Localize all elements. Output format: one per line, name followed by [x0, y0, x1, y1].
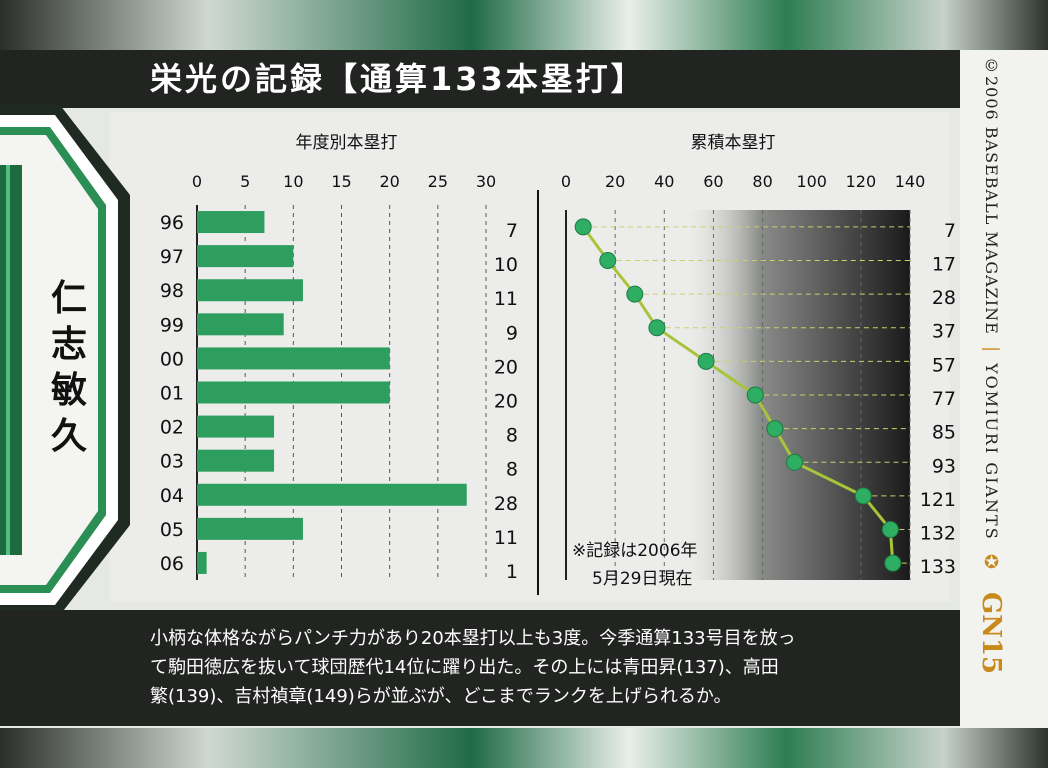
separator: | — [981, 345, 1002, 352]
line-tick-label: 80 — [752, 172, 772, 191]
bar-value-label: 11 — [494, 527, 518, 549]
cumulative-value-label: 17 — [932, 253, 956, 275]
cumulative-value-label: 28 — [932, 287, 956, 309]
cumulative-chart: 累積本塁打 0 20 40 60 80 100 120 140 7 17 28 37 57 77 85 93 12… — [537, 133, 956, 595]
card-title: 栄光の記録【通算133本塁打】 — [150, 60, 646, 98]
bar-value-label: 9 — [506, 322, 518, 344]
name-char: 志 — [50, 324, 87, 365]
bottom-stripe — [0, 728, 1048, 768]
line-tick-label: 100 — [796, 172, 827, 191]
bar-category-label: 97 — [160, 246, 184, 268]
bar — [197, 517, 303, 540]
data-point — [881, 521, 899, 539]
line-tick-label: 140 — [895, 172, 926, 191]
bar-category-label: 99 — [160, 314, 184, 336]
line-tick-label: 40 — [654, 172, 674, 191]
cumulative-value-label: 93 — [932, 455, 956, 477]
data-point — [648, 319, 666, 337]
data-point — [599, 251, 617, 269]
line-tick-label: 120 — [846, 172, 877, 191]
bar-value-label: 8 — [506, 459, 518, 481]
card-number: GN15 — [976, 591, 1006, 675]
bar-value-label: 7 — [506, 220, 518, 242]
bar — [197, 279, 303, 302]
name-char: 久 — [50, 416, 87, 457]
team-name: YOMIURI GIANTS — [982, 363, 1001, 541]
bar — [197, 415, 275, 438]
line-chart-title: 累積本塁打 — [691, 133, 776, 153]
data-point — [786, 453, 804, 471]
top-stripe — [0, 0, 1048, 50]
bar-category-label: 05 — [160, 519, 184, 541]
cumulative-value-label: 37 — [932, 321, 956, 343]
cumulative-value-label: 133 — [920, 556, 956, 578]
giants-logo-icon: ✪ — [981, 551, 1002, 573]
bar — [197, 211, 265, 234]
bar-tick-label: 25 — [428, 172, 448, 191]
bar-category-label: 01 — [160, 383, 184, 405]
data-point — [854, 487, 872, 505]
bar-tick-label: 5 — [240, 172, 250, 191]
bar-value-label: 10 — [494, 254, 518, 276]
bar-category-label: 04 — [160, 485, 184, 507]
description-line: 繁(139)、吉村禎章(149)らが並ぶが、どこまでランクを上げられるか。 — [150, 686, 732, 707]
bar — [197, 381, 390, 404]
data-point — [626, 285, 644, 303]
bar — [197, 449, 275, 472]
description: 小柄な体格ながらパンチ力があり20本塁打以上も3度。今季通算133号目を放っ て… — [150, 624, 950, 711]
bar-category-label: 03 — [160, 451, 184, 473]
cumulative-value-label: 77 — [932, 388, 956, 410]
bar — [197, 551, 207, 574]
description-band — [0, 610, 960, 726]
description-line: て駒田徳広を抜いて球団歴代14位に躍り出た。その上には青田昇(137)、高田 — [150, 657, 779, 678]
bar-value-label: 1 — [506, 561, 518, 583]
data-point — [574, 218, 592, 236]
bar-value-label: 28 — [494, 493, 518, 515]
name-char: 仁 — [50, 278, 87, 319]
bar-chart-title: 年度別本塁打 — [296, 133, 398, 153]
player-name: 仁 志 敏 久 — [44, 276, 94, 460]
copyright-text: ©2006 BASEBALL MAGAZINE — [982, 56, 1001, 335]
cumulative-value-label: 57 — [932, 354, 956, 376]
cumulative-value-label: 7 — [944, 220, 956, 242]
data-point — [766, 420, 784, 438]
bar-category-label: 02 — [160, 417, 184, 439]
bar-tick-label: 15 — [331, 172, 351, 191]
cumulative-value-label: 132 — [920, 523, 956, 545]
bar-tick-label: 0 — [192, 172, 202, 191]
name-char: 敏 — [50, 370, 87, 411]
left-emblem — [0, 105, 130, 615]
right-strip — [960, 50, 1048, 728]
bar — [197, 313, 284, 336]
bar-tick-label: 10 — [283, 172, 303, 191]
cumulative-value-label: 121 — [920, 489, 956, 511]
line-tick-label: 20 — [605, 172, 625, 191]
data-point — [697, 352, 715, 370]
bar — [197, 245, 294, 268]
data-point — [746, 386, 764, 404]
title-band — [0, 50, 960, 108]
bar-tick-label: 20 — [379, 172, 399, 191]
bar-tick-label: 30 — [476, 172, 496, 191]
data-point — [884, 554, 902, 572]
cumulative-value-label: 85 — [932, 422, 956, 444]
line-tick-label: 0 — [561, 172, 571, 191]
bar-category-label: 98 — [160, 280, 184, 302]
description-line: 小柄な体格ながらパンチ力があり20本塁打以上も3度。今季通算133号目を放っ — [150, 628, 796, 649]
bar — [197, 483, 467, 506]
line-tick-label: 60 — [703, 172, 723, 191]
bar-category-label: 06 — [160, 553, 184, 575]
note-line: ※記録は2006年 — [572, 541, 698, 561]
bar-category-label: 96 — [160, 212, 184, 234]
side-text: ©2006 BASEBALL MAGAZINE | YOMIURI GIANTS… — [966, 56, 1006, 722]
bar-value-label: 8 — [506, 425, 518, 447]
bar — [197, 347, 390, 370]
bar-category-label: 00 — [160, 348, 184, 370]
bar-value-label: 20 — [494, 391, 518, 413]
bar-value-label: 20 — [494, 356, 518, 378]
bar-value-label: 11 — [494, 288, 518, 310]
note-line: 5月29日現在 — [592, 569, 692, 589]
